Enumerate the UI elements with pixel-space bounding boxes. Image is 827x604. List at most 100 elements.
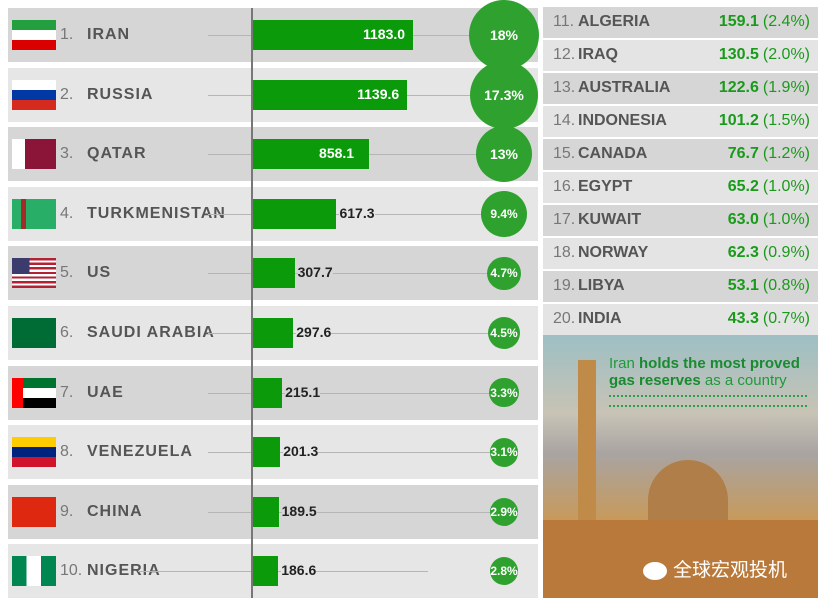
list-item: 20. INDIA 43.3 (0.7%): [543, 304, 818, 335]
photo-caption: Iran holds the most proved gas reserves …: [609, 355, 814, 389]
country-name: INDIA: [578, 310, 622, 327]
bar: [253, 79, 408, 110]
bar: [253, 377, 283, 408]
country-name: ALGERIA: [578, 13, 650, 30]
chart-row: 4. TURKMENISTAN 617.3 9.4%: [8, 186, 538, 241]
country-name: SAUDI ARABIA: [87, 324, 215, 341]
rank: 1.: [60, 26, 74, 43]
bar-value-label: 1183.0: [363, 26, 406, 42]
share-label: 9.4%: [490, 206, 518, 221]
share-label: 3.1%: [490, 445, 518, 460]
share: (1.5%): [762, 112, 810, 129]
share: (1.0%): [762, 178, 810, 195]
caption-part: Iran: [609, 355, 640, 372]
turkmenistan-flag-icon: [12, 198, 56, 229]
share-circle: 17.3%: [469, 60, 539, 129]
share-circle: 4.7%: [487, 256, 521, 291]
country-name: NORWAY: [578, 244, 649, 261]
reserve-value: 130.5: [718, 46, 759, 63]
guide-line: [208, 392, 498, 394]
guide-line: [208, 452, 498, 454]
uae-flag-icon: [12, 377, 56, 408]
reserve-value: 62.3: [727, 244, 759, 261]
rank: 8.: [60, 443, 74, 461]
value: 159.1 (2.4%): [719, 13, 810, 31]
rank: 18.: [553, 244, 576, 261]
chart-row: 10. NIGERIA 186.6 2.8%: [8, 544, 538, 599]
rank: 5.: [60, 264, 74, 282]
town: [543, 520, 818, 598]
share: (0.8%): [762, 277, 810, 294]
value: 101.2 (1.5%): [719, 112, 810, 130]
share-label: 13%: [489, 146, 518, 163]
share: (1.9%): [762, 79, 810, 96]
reserve-value: 122.6: [718, 79, 759, 96]
rank: 14.: [553, 112, 576, 129]
wechat-icon: [643, 561, 667, 580]
country-name: LIBYA: [578, 277, 625, 294]
share-circle: 2.8%: [490, 557, 518, 586]
share-label: 4.5%: [490, 325, 518, 340]
list-item: 12. IRAQ 130.5 (2.0%): [543, 40, 818, 71]
country-name: AUSTRALIA: [578, 79, 671, 96]
bar: [253, 198, 337, 229]
china-flag-icon: [12, 496, 56, 527]
country-name: CHINA: [87, 502, 143, 520]
russia-flag-icon: [12, 79, 56, 110]
share-label: 2.8%: [490, 564, 518, 579]
chart-row: 3. QATAR 858.1 13%: [8, 126, 538, 183]
value: 53.1 (0.8%): [728, 277, 810, 295]
rank: 10.: [60, 562, 83, 580]
venezuela-flag-icon: [12, 437, 56, 468]
chart-row: 9. CHINA 189.5 2.9%: [8, 484, 538, 539]
share: (1.0%): [762, 211, 810, 228]
value: 63.0 (1.0%): [728, 211, 810, 229]
bar-value-label: 189.5: [281, 502, 317, 519]
bar: [253, 139, 370, 170]
share-circle: 3.3%: [489, 377, 519, 408]
share-circle: 2.9%: [489, 497, 519, 526]
dome: [648, 460, 728, 520]
country-name: EGYPT: [578, 178, 633, 195]
rank: 16.: [553, 178, 576, 195]
axis-line: [251, 8, 253, 598]
bar-value-label: 297.6: [296, 324, 332, 340]
us-flag-icon: [12, 258, 56, 289]
guide-line: [208, 273, 498, 275]
saudi-arabia-flag-icon: [12, 318, 56, 348]
bar-value-label: 1139.6: [357, 85, 400, 102]
guide-line: [208, 333, 498, 334]
rank: 4.: [60, 204, 74, 222]
bar: [253, 556, 279, 587]
reserve-value: 43.3: [727, 310, 759, 327]
chart-row: 1. IRAN 1183.0 18%: [8, 0, 539, 70]
share: (2.0%): [762, 46, 810, 63]
share-label: 2.9%: [490, 504, 518, 519]
watermark-text: 全球宏观投机: [673, 560, 788, 581]
country-name: NIGERIA: [87, 562, 161, 580]
rank: 6.: [60, 324, 74, 341]
share-circle: 13%: [475, 126, 533, 183]
chart-row: 2. RUSSIA 1139.6 17.3%: [8, 60, 539, 129]
country-name: UAE: [87, 383, 124, 401]
share-circle: 18%: [469, 0, 539, 70]
rank: 19.: [553, 277, 576, 294]
list-item: 17. KUWAIT 63.0 (1.0%): [543, 205, 818, 236]
country-name: RUSSIA: [87, 85, 154, 103]
value: 122.6 (1.9%): [719, 79, 810, 97]
share-label: 4.7%: [490, 266, 518, 281]
value: 43.3 (0.7%): [728, 310, 810, 328]
rank: 9.: [60, 502, 74, 520]
reserve-value: 159.1: [718, 13, 759, 30]
country-name: US: [87, 264, 112, 282]
share: (1.2%): [762, 145, 810, 162]
bar-value-label: 617.3: [339, 204, 375, 221]
bar-value-label: 186.6: [281, 562, 317, 579]
reserve-value: 65.2: [727, 178, 759, 195]
share-label: 17.3%: [484, 86, 524, 103]
rank: 15.: [553, 145, 576, 162]
bar: [253, 496, 279, 527]
list-item: 16. EGYPT 65.2 (1.0%): [543, 172, 818, 203]
chart-row: 8. VENEZUELA 201.3 3.1%: [8, 425, 538, 480]
bar-value-label: 201.3: [283, 443, 319, 460]
